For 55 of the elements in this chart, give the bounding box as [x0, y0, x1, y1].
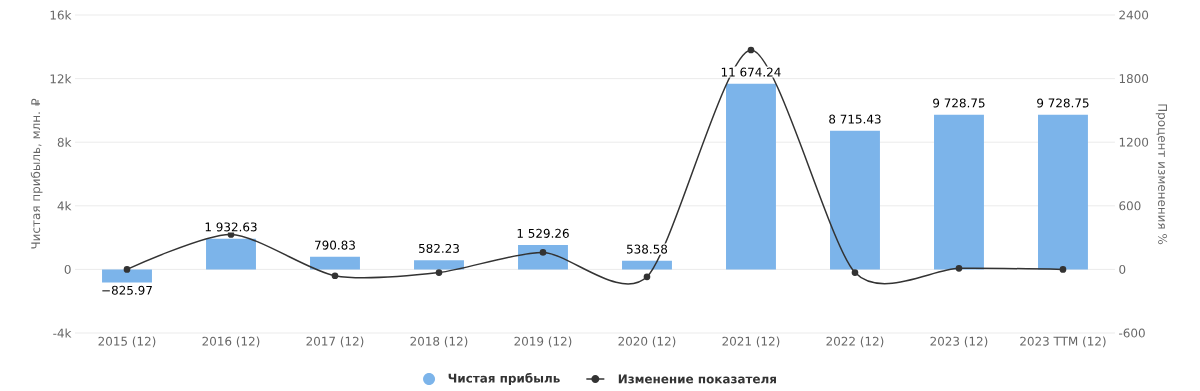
bar	[414, 260, 464, 270]
bar	[206, 238, 256, 270]
y2-tick-label: 0	[1119, 264, 1126, 274]
x-tick-label: 2021 (12)	[722, 336, 780, 348]
bar	[310, 256, 360, 270]
x-tick-label: 2023 TTM (12)	[1020, 336, 1106, 348]
point	[331, 272, 339, 280]
bar	[622, 260, 672, 270]
y-tick-label: -4k	[53, 328, 72, 338]
x-tick-label: 2019 (12)	[514, 336, 572, 348]
data-label: −825.97	[102, 285, 152, 295]
data-label: 1 932.63	[205, 222, 257, 232]
y-tick-label: 16k	[50, 10, 72, 20]
point	[435, 269, 443, 276]
legend-label: Чистая прибыль	[448, 373, 560, 385]
point	[1059, 266, 1067, 273]
x-tick-label: 2023 (12)	[930, 336, 988, 348]
point	[955, 265, 963, 272]
y2-axis-title: Процент изменения %	[1155, 104, 1168, 245]
bar	[726, 83, 776, 270]
bar	[934, 114, 984, 270]
x-tick-label: 2017 (12)	[306, 336, 364, 348]
y2-tick-label: 1200	[1119, 137, 1149, 147]
x-tick-label: 2020 (12)	[618, 336, 676, 348]
y-tick-label: 4k	[57, 201, 72, 211]
data-label: 790.83	[315, 240, 355, 250]
x-tick-label: 2018 (12)	[410, 336, 468, 348]
data-label: 1 529.26	[517, 228, 569, 238]
bar	[518, 245, 568, 270]
data-label: 8 715.43	[829, 114, 881, 124]
y2-tick-label: 1800	[1119, 74, 1149, 84]
y-tick-label: 12k	[50, 74, 72, 84]
point	[643, 273, 651, 281]
x-tick-label: 2022 (12)	[826, 336, 884, 348]
y-axis-title: Чистая прибыль, млн. ₽	[30, 98, 43, 249]
point	[747, 46, 755, 54]
data-label: 9 728.75	[933, 98, 985, 108]
y2-tick-label: 2400	[1119, 10, 1149, 20]
data-label: 11 674.24	[721, 67, 781, 77]
bar	[830, 130, 880, 270]
y-tick-label: 8k	[57, 137, 72, 147]
point	[123, 266, 131, 273]
point	[851, 269, 859, 276]
y2-tick-label: 600	[1119, 201, 1141, 211]
data-label: 9 728.75	[1037, 98, 1089, 108]
legend-label: Изменение показателя	[618, 374, 776, 384]
y-tick-label: 0	[64, 264, 71, 274]
data-label: 538.58	[626, 244, 668, 254]
bar	[1038, 114, 1088, 270]
y2-tick-label: -600	[1119, 328, 1145, 338]
x-tick-label: 2016 (12)	[202, 336, 260, 348]
x-tick-label: 2015 (12)	[98, 336, 156, 348]
data-label: 582.23	[419, 243, 459, 253]
bar	[102, 269, 152, 283]
point	[539, 249, 547, 256]
